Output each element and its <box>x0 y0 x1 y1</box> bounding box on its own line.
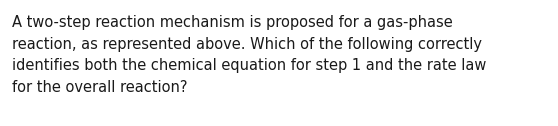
Text: A two-step reaction mechanism is proposed for a gas-phase
reaction, as represent: A two-step reaction mechanism is propose… <box>12 15 487 95</box>
